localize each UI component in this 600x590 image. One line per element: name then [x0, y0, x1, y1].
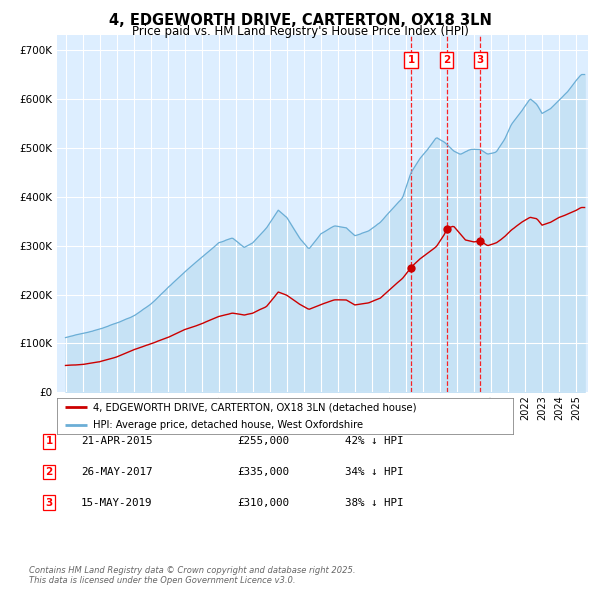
Text: Contains HM Land Registry data © Crown copyright and database right 2025.
This d: Contains HM Land Registry data © Crown c…	[29, 566, 355, 585]
Text: 38% ↓ HPI: 38% ↓ HPI	[345, 498, 404, 507]
Text: £310,000: £310,000	[237, 498, 289, 507]
Text: 34% ↓ HPI: 34% ↓ HPI	[345, 467, 404, 477]
Text: HPI: Average price, detached house, West Oxfordshire: HPI: Average price, detached house, West…	[92, 420, 362, 430]
Text: 2: 2	[46, 467, 53, 477]
Text: 3: 3	[46, 498, 53, 507]
Text: 42% ↓ HPI: 42% ↓ HPI	[345, 437, 404, 446]
Text: 2: 2	[443, 55, 451, 65]
Text: 1: 1	[407, 55, 415, 65]
Text: 4, EDGEWORTH DRIVE, CARTERTON, OX18 3LN (detached house): 4, EDGEWORTH DRIVE, CARTERTON, OX18 3LN …	[92, 402, 416, 412]
Text: £335,000: £335,000	[237, 467, 289, 477]
Text: 1: 1	[46, 437, 53, 446]
Text: £255,000: £255,000	[237, 437, 289, 446]
Text: 26-MAY-2017: 26-MAY-2017	[81, 467, 152, 477]
Text: 15-MAY-2019: 15-MAY-2019	[81, 498, 152, 507]
Text: 4, EDGEWORTH DRIVE, CARTERTON, OX18 3LN: 4, EDGEWORTH DRIVE, CARTERTON, OX18 3LN	[109, 13, 491, 28]
Text: Price paid vs. HM Land Registry's House Price Index (HPI): Price paid vs. HM Land Registry's House …	[131, 25, 469, 38]
Text: 3: 3	[476, 55, 484, 65]
Text: 21-APR-2015: 21-APR-2015	[81, 437, 152, 446]
